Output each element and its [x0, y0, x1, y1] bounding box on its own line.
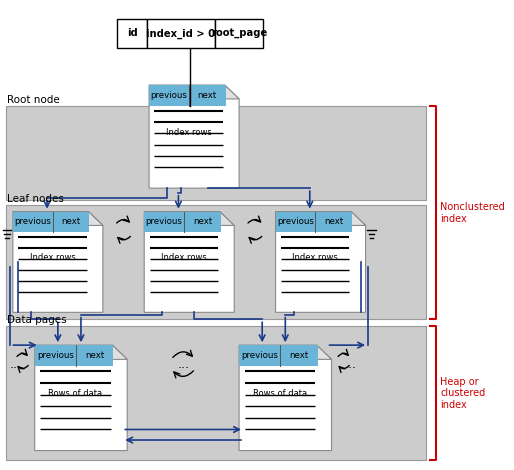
- Polygon shape: [144, 212, 234, 313]
- Polygon shape: [351, 212, 365, 226]
- Text: Index rows: Index rows: [292, 253, 338, 262]
- Polygon shape: [276, 212, 365, 313]
- Polygon shape: [225, 85, 239, 99]
- Bar: [239, 345, 318, 366]
- Text: Rows of data: Rows of data: [253, 389, 307, 398]
- Text: Root node: Root node: [7, 95, 59, 105]
- Polygon shape: [239, 345, 332, 451]
- Text: Heap or
clustered
index: Heap or clustered index: [440, 376, 485, 410]
- Text: previous: previous: [14, 217, 51, 226]
- Text: root_page: root_page: [211, 29, 267, 39]
- Text: previous: previous: [241, 351, 278, 360]
- Text: next: next: [289, 351, 308, 360]
- Text: Rows of data: Rows of data: [48, 389, 102, 398]
- Text: Index rows: Index rows: [30, 253, 76, 262]
- Text: previous: previous: [277, 217, 314, 226]
- Text: Leaf nodes: Leaf nodes: [7, 194, 63, 204]
- Bar: [149, 85, 226, 106]
- Text: previous: previous: [151, 91, 188, 100]
- Polygon shape: [113, 345, 127, 360]
- Bar: [6, 326, 427, 460]
- Text: next: next: [198, 91, 217, 100]
- Text: ...: ...: [9, 358, 21, 371]
- Polygon shape: [13, 212, 103, 313]
- Polygon shape: [149, 85, 239, 188]
- Bar: [118, 19, 146, 47]
- Text: next: next: [324, 217, 343, 226]
- Bar: [144, 212, 221, 232]
- Bar: [6, 106, 427, 200]
- Text: Nonclustered
index: Nonclustered index: [440, 202, 505, 224]
- Bar: [35, 345, 114, 366]
- Polygon shape: [88, 212, 103, 226]
- Polygon shape: [317, 345, 332, 360]
- Text: id: id: [126, 29, 137, 39]
- Bar: [276, 212, 352, 232]
- Text: ...: ...: [345, 358, 357, 371]
- Bar: [215, 19, 263, 47]
- Text: ...: ...: [177, 358, 189, 371]
- Bar: [146, 19, 215, 47]
- Text: Data pages: Data pages: [7, 315, 66, 325]
- Bar: [13, 212, 89, 232]
- Polygon shape: [35, 345, 127, 451]
- Text: next: next: [193, 217, 212, 226]
- Text: Index rows: Index rows: [161, 253, 207, 262]
- Text: previous: previous: [145, 217, 182, 226]
- Text: next: next: [85, 351, 104, 360]
- Text: index_id > 0: index_id > 0: [146, 28, 215, 39]
- Polygon shape: [220, 212, 234, 226]
- Text: previous: previous: [37, 351, 74, 360]
- Bar: [6, 204, 427, 319]
- Text: Index rows: Index rows: [166, 128, 212, 137]
- Text: next: next: [62, 217, 81, 226]
